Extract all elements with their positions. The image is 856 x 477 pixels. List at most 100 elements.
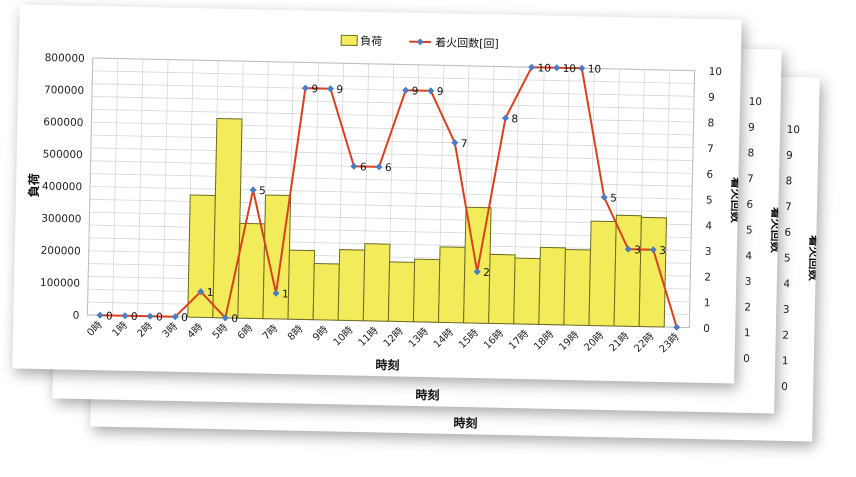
right-axis-tick-label: 10 [709, 66, 723, 78]
right-axis-tick-label: 6 [746, 199, 753, 211]
bar [362, 243, 391, 322]
data-label: 5 [259, 185, 266, 197]
left-axis-title: 負荷 [26, 173, 41, 197]
legend-label-bar: 負荷 [360, 35, 382, 48]
right-axis-tick-label: 9 [786, 150, 793, 162]
line-marker [301, 84, 309, 92]
gridline-vertical [162, 59, 169, 317]
bar [312, 262, 340, 321]
line-marker [427, 87, 435, 95]
right-axis-tick-label: 9 [748, 122, 755, 134]
line-marker [600, 193, 608, 201]
right-axis-tick-label: 2 [744, 301, 751, 313]
right-axis-tick-label: 7 [785, 201, 792, 213]
right-axis-tick-label: 10 [749, 96, 763, 108]
data-label: 10 [537, 62, 551, 74]
data-label: 0 [156, 311, 163, 323]
category-tick-label: 5時 [210, 321, 230, 341]
line-marker [553, 64, 561, 72]
data-label: 0 [231, 313, 238, 325]
bar [337, 249, 366, 322]
category-tick-label: 14時 [431, 326, 456, 350]
bar [387, 261, 416, 323]
bar [563, 248, 592, 326]
category-tick-label: 16時 [481, 327, 506, 351]
category-tick-label: 23時 [657, 331, 682, 355]
right-axis-tick-label: 2 [782, 329, 789, 341]
category-tick-label: 11時 [356, 325, 381, 349]
category-tick-label: 13時 [406, 326, 431, 350]
line-marker [402, 86, 410, 94]
right-axis-tick-label: 0 [781, 381, 788, 393]
data-label: 2 [483, 267, 490, 279]
category-tick-label: 2時 [135, 320, 155, 340]
bar [538, 246, 567, 326]
right-axis-tick-label: 7 [747, 173, 754, 185]
data-label: 9 [412, 85, 419, 97]
data-label: 6 [360, 161, 367, 173]
right-axis-tick-label: 5 [706, 194, 713, 206]
right-axis-tick-label: 1 [782, 355, 789, 367]
left-axis-tick-label: 200000 [41, 245, 81, 258]
left-axis-tick-label: 400000 [42, 180, 82, 193]
right-axis-tick-label: 5 [746, 224, 753, 236]
bar [588, 220, 617, 327]
right-axis-tick-label: 6 [784, 227, 791, 239]
category-tick-label: 12時 [381, 325, 406, 349]
right-axis-tick-label: 6 [706, 169, 713, 181]
right-axis-tick-label: 7 [707, 143, 714, 155]
right-axis-tick-label: 3 [745, 276, 752, 288]
left-axis-tick-label: 0 [73, 310, 80, 322]
right-axis-tick-label: 9 [708, 92, 715, 104]
line-marker [649, 246, 657, 254]
data-label: 1 [282, 288, 289, 300]
data-label: 10 [563, 63, 577, 75]
right-axis-tick-label: 10 [787, 124, 801, 136]
line-marker [673, 323, 681, 331]
category-tick-label: 22時 [632, 330, 657, 354]
line-marker [350, 162, 358, 170]
data-label: 9 [336, 84, 343, 96]
bar [412, 258, 441, 323]
data-label: 9 [437, 86, 444, 98]
category-tick-label: 3時 [160, 320, 180, 340]
data-label: 3 [634, 244, 641, 256]
category-tick-label: 18時 [531, 328, 556, 352]
left-axis-tick-label: 300000 [41, 213, 81, 226]
category-tick-label: 1時 [110, 319, 130, 339]
x-axis-title: 時刻 [453, 415, 477, 430]
bar [488, 253, 516, 325]
line-marker [96, 311, 104, 319]
data-label: 10 [588, 63, 602, 75]
category-tick-label: 10時 [331, 324, 356, 348]
left-axis-tick-label: 600000 [43, 116, 83, 129]
chart-sheet: 0 100000 200000 300000 400000 500000 600000 7 0 0… [12, 4, 743, 384]
left-axis-tick-label: 500000 [43, 148, 83, 161]
right-axis-tick-label: 3 [783, 304, 790, 316]
category-tick-label: 15時 [456, 327, 481, 351]
data-label: 0 [106, 310, 113, 322]
category-tick-label: 19時 [557, 329, 582, 353]
line-marker [578, 64, 586, 72]
gridline-vertical [137, 59, 144, 317]
right-axis-title: 着火回数 [806, 234, 819, 282]
line-marker [326, 85, 334, 93]
line-marker [272, 289, 280, 297]
right-axis-tick-label: 4 [705, 220, 712, 232]
category-tick-label: 17時 [506, 328, 531, 352]
right-axis-tick-label: 2 [704, 271, 711, 283]
gridline-vertical [112, 58, 119, 316]
data-label: 0 [181, 312, 188, 324]
line-marker [171, 313, 179, 321]
line-marker [624, 245, 632, 253]
bar [287, 249, 316, 321]
line-marker [528, 63, 536, 71]
bar [212, 117, 243, 319]
right-axis-tick-label: 0 [703, 323, 710, 335]
line-marker [121, 312, 129, 320]
right-axis-tick-label: 1 [704, 297, 711, 309]
left-axis-tick-label: 100000 [40, 277, 80, 290]
x-axis-title: 時刻 [415, 387, 439, 402]
line-series [99, 66, 678, 328]
category-tick-label: 7時 [260, 322, 280, 342]
